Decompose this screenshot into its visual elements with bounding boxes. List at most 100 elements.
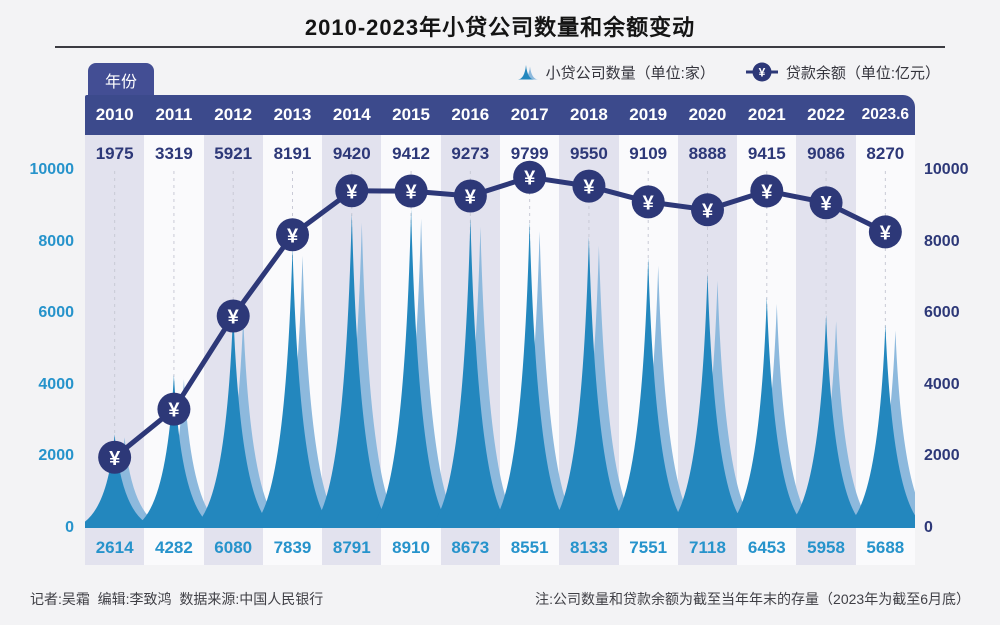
year-label: 2021: [747, 105, 786, 124]
company-spike-dark: [246, 247, 339, 528]
yuan-marker-icon: ¥: [745, 62, 778, 82]
year-label: 2018: [570, 105, 608, 124]
company-spike-dark: [780, 314, 873, 528]
balance-marker-glyph: ¥: [465, 187, 477, 209]
count-value: 8133: [570, 538, 608, 557]
balance-marker: [453, 179, 487, 213]
count-values-row: 2614 4282 6080 7839 8791 8910 8673 8551 8133 7551…: [85, 534, 915, 562]
page-title: 2010-2023年小贷公司数量和余额变动: [304, 15, 696, 40]
company-spike-light: [197, 316, 290, 528]
company-spike-light: [671, 280, 764, 528]
balance-marker: [750, 174, 784, 208]
right-axis-tick: 8000: [924, 232, 960, 250]
count-value: 8910: [392, 538, 430, 557]
right-axis-tick: 0: [924, 519, 933, 536]
company-spike-light: [790, 321, 883, 528]
count-value: 8791: [332, 538, 371, 557]
balance-marker: [513, 160, 547, 194]
balance-marker-glyph: ¥: [228, 307, 240, 329]
year-label: 2017: [510, 105, 549, 124]
left-axis-tick: 2000: [38, 447, 74, 465]
balance-value: 9086: [807, 144, 845, 163]
balance-marker-glyph: ¥: [346, 181, 358, 203]
balance-marker-glyph: ¥: [761, 181, 773, 203]
yuan-glyph: ¥: [758, 66, 765, 80]
company-spike-dark: [602, 257, 695, 528]
year-label: 2010: [95, 105, 134, 124]
company-spike-dark: [305, 213, 398, 529]
count-value: 2614: [95, 538, 134, 557]
count-value: 7118: [689, 538, 726, 557]
legend-balance-label: 贷款余额（单位:亿元）: [785, 64, 940, 82]
legend-item-balance: ¥ 贷款余额（单位:亿元）: [745, 61, 940, 83]
left-axis-tick: 0: [65, 519, 74, 536]
company-spike-light: [612, 265, 705, 528]
balance-value: 5921: [214, 144, 253, 163]
balance-marker-glyph: ¥: [583, 177, 595, 199]
left-axis-tick: 6000: [38, 304, 74, 322]
year-label: 2019: [629, 105, 668, 124]
count-value: 7839: [273, 538, 312, 557]
count-value: 6080: [214, 538, 253, 557]
company-spike-light: [315, 222, 408, 528]
right-axis-tick: 4000: [924, 375, 960, 393]
year-label: 2012: [214, 105, 253, 124]
company-spike-light: [434, 226, 527, 529]
balance-value: 9273: [451, 144, 490, 163]
balance-value: 1975: [95, 144, 134, 163]
count-value: 8551: [510, 538, 549, 557]
company-spike-light: [552, 245, 645, 528]
company-spike-dark: [187, 310, 280, 528]
balance-marker-glyph: ¥: [168, 400, 180, 422]
balance-marker: [868, 215, 902, 249]
balance-value: 8191: [273, 144, 312, 163]
count-value: 6453: [747, 538, 786, 557]
year-label: 2011: [155, 105, 193, 124]
count-value: 5958: [807, 538, 845, 557]
company-spike-dark: [127, 374, 220, 528]
count-value: 5688: [866, 538, 905, 557]
balance-marker: [809, 186, 843, 220]
balance-marker-glyph: ¥: [821, 193, 833, 215]
balance-marker-glyph: ¥: [109, 448, 121, 470]
note-text: 注:公司数量和贷款余额为截至当年年末的存量（2023年为截至6月底）: [535, 591, 970, 607]
balance-marker-glyph: ¥: [406, 182, 418, 204]
company-spike-dark: [542, 236, 635, 529]
left-axis-tick: 8000: [38, 232, 74, 250]
year-label: 2015: [392, 105, 430, 124]
year-label: 2013: [273, 105, 312, 124]
plot-area: ¥ ¥ ¥ ¥ ¥ ¥ ¥ ¥ ¥ ¥ ¥ ¥ ¥ ¥: [85, 160, 915, 529]
balance-marker: [157, 392, 191, 426]
year-label: 2016: [451, 105, 490, 124]
company-spike-dark: [720, 297, 813, 528]
balance-value: 9550: [570, 144, 608, 163]
balance-marker-glyph: ¥: [880, 222, 892, 244]
year-header-band: 2010 2011 2012 2013 2014 2015 2016 2017 2018 2019…: [85, 95, 915, 135]
balance-value: 8270: [866, 144, 905, 163]
company-spike-dark: [424, 217, 517, 528]
company-spike-dark: [483, 221, 576, 528]
balance-value: 3319: [155, 144, 193, 163]
balance-marker: [335, 174, 369, 208]
year-label: 2020: [688, 105, 727, 124]
right-axis-tick: 2000: [924, 447, 960, 465]
title-divider: [55, 46, 945, 48]
company-spike-dark: [365, 209, 458, 528]
balance-value: 9412: [392, 144, 430, 163]
right-axis-tick: 6000: [924, 304, 960, 322]
balance-marker-glyph: ¥: [524, 168, 536, 190]
company-spike-light: [137, 379, 230, 528]
balance-marker: [216, 299, 250, 333]
balance-value: 9109: [629, 144, 668, 163]
year-label: 2023.6: [861, 106, 910, 123]
balance-marker: [98, 440, 132, 474]
legend: 小贷公司数量（单位:家） ¥ 贷款余额（单位:亿元）: [0, 60, 940, 84]
balance-marker: [572, 169, 606, 203]
company-spike-light: [85, 437, 171, 528]
balance-marker-glyph: ¥: [702, 200, 714, 222]
count-value: 8673: [451, 538, 490, 557]
company-spike-light: [730, 303, 823, 528]
company-spike-light: [256, 255, 349, 529]
count-value: 4282: [155, 538, 193, 557]
